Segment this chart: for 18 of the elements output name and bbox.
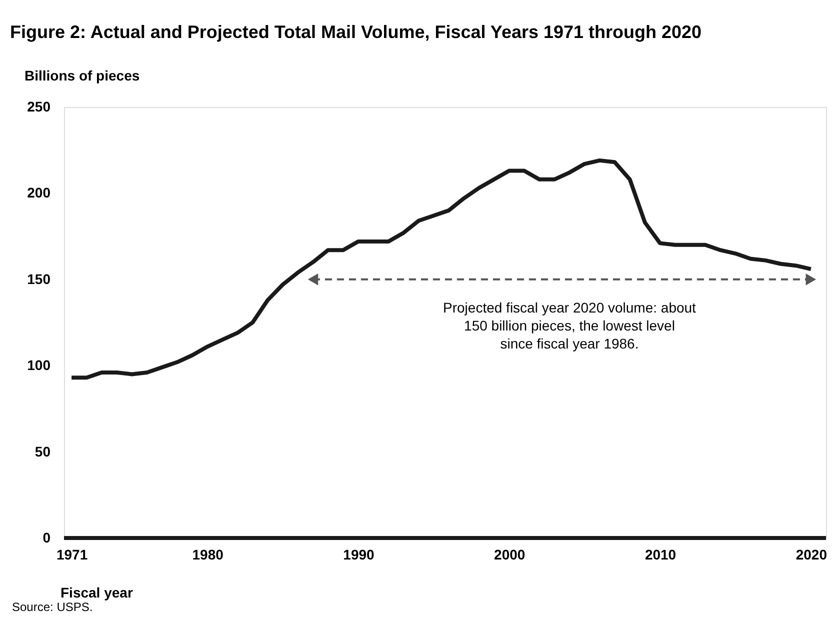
line-series	[70, 158, 813, 380]
x-tick-label: 2000	[494, 546, 526, 562]
x-tick-label: 2020	[796, 546, 828, 562]
x-tick-label: 2010	[644, 546, 676, 562]
y-tick-label: 150	[27, 270, 51, 287]
y-tick-label: 100	[27, 357, 51, 374]
x-tick-label: 1990	[343, 546, 375, 562]
source-note: Source: USPS.	[12, 600, 93, 614]
y-tick-label: 50	[34, 443, 51, 460]
y-tick-label: 200	[27, 184, 51, 201]
x-axis-title: Fiscal year	[60, 584, 134, 600]
y-axis-title: Billions of pieces	[24, 68, 140, 84]
x-tick-label: 1980	[192, 546, 224, 562]
x-tick-label: 1971	[56, 546, 88, 562]
annotation: Projected fiscal year 2020 volume: about 150 billion pieces, the lowest level since fiscal year 1986.	[443, 299, 696, 352]
y-tick-label: 0	[42, 530, 51, 546]
chart-title: Figure 2: Actual and Projected Total Mail Volume, Fiscal Years 1971 through 2020	[10, 22, 702, 42]
y-tick-label: 250	[27, 98, 51, 114]
